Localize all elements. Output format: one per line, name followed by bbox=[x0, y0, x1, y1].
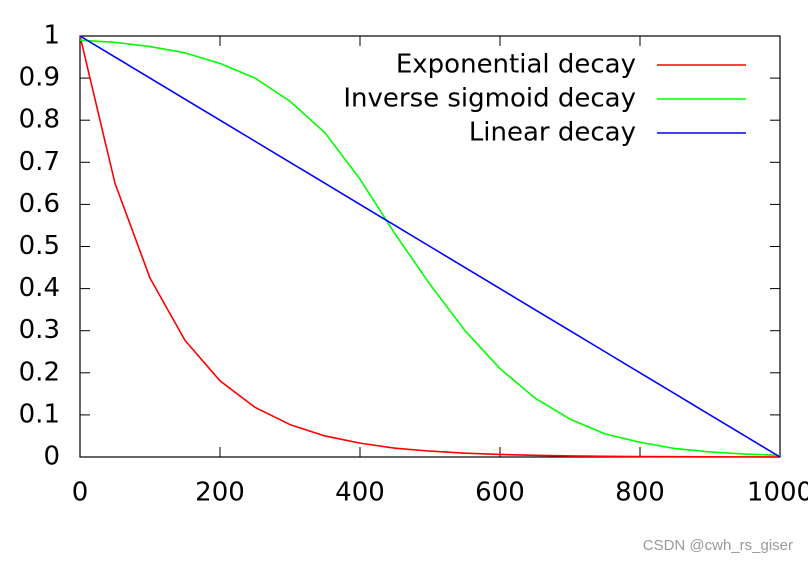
y-tick-label: 0.1 bbox=[19, 399, 60, 429]
y-tick-label: 0 bbox=[43, 442, 60, 472]
y-tick-label: 0.2 bbox=[19, 357, 60, 387]
y-tick-label: 0.9 bbox=[19, 63, 60, 93]
x-tick-label: 600 bbox=[475, 478, 525, 508]
y-tick-label: 0.7 bbox=[19, 147, 60, 177]
y-tick-label: 0.8 bbox=[19, 105, 60, 135]
y-tick-label: 0.4 bbox=[19, 273, 60, 303]
series-line bbox=[79, 39, 781, 457]
legend-label: Inverse sigmoid decay bbox=[343, 84, 636, 114]
x-tick-label: 0 bbox=[72, 478, 89, 508]
x-tick-label: 400 bbox=[335, 478, 385, 508]
y-tick-label: 1 bbox=[43, 21, 60, 51]
y-tick-label: 0.6 bbox=[19, 189, 60, 219]
x-tick-label: 200 bbox=[195, 478, 245, 508]
x-tick-label: 1000 bbox=[747, 478, 808, 508]
y-tick-label: 0.5 bbox=[19, 231, 60, 261]
series-line bbox=[79, 35, 781, 458]
legend-label: Linear decay bbox=[469, 118, 636, 148]
legend-label: Exponential decay bbox=[396, 50, 636, 80]
x-tick-label: 800 bbox=[615, 478, 665, 508]
watermark: CSDN @cwh_rs_giser bbox=[643, 537, 793, 554]
y-tick-label: 0.3 bbox=[19, 315, 60, 345]
series-line bbox=[79, 35, 781, 458]
